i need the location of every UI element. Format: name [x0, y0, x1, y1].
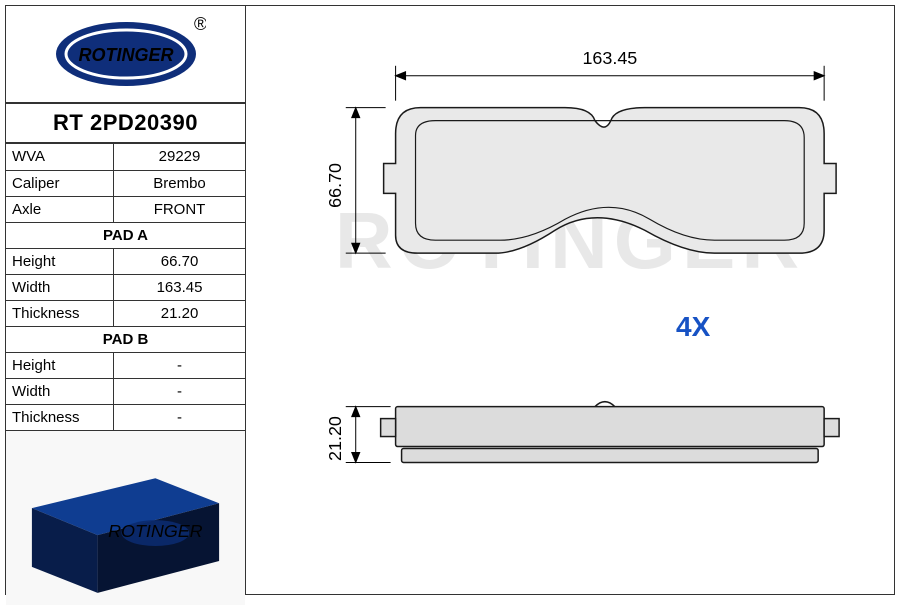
spec-value: -: [114, 404, 245, 430]
section-header: PAD A: [6, 222, 245, 248]
spec-value: 66.70: [114, 248, 245, 274]
spec-label: Height: [6, 352, 114, 378]
outer-frame: ROTINGER ® RT 2PD20390 WVA 29229 Caliper…: [5, 5, 895, 595]
dim-height: 66.70: [325, 163, 345, 208]
table-row: Width 163.45: [6, 274, 245, 300]
spec-label: Thickness: [6, 404, 114, 430]
spec-value: FRONT: [114, 196, 245, 222]
table-row: Caliper Brembo: [6, 170, 245, 196]
spec-value: 21.20: [114, 300, 245, 326]
spec-label: Height: [6, 248, 114, 274]
table-row: Height 66.70: [6, 248, 245, 274]
spec-table: WVA 29229 Caliper Brembo Axle FRONT PAD …: [6, 144, 245, 431]
spec-value: Brembo: [114, 170, 245, 196]
spec-value: -: [114, 352, 245, 378]
spec-label: Axle: [6, 196, 114, 222]
part-number: RT 2PD20390: [6, 102, 245, 144]
spec-label: Thickness: [6, 300, 114, 326]
spec-panel: ROTINGER ® RT 2PD20390 WVA 29229 Caliper…: [6, 6, 246, 594]
product-box-image: ROTINGER: [6, 431, 245, 605]
section-header: PAD B: [6, 326, 245, 352]
diagram-panel: ROTINGER: [246, 6, 894, 594]
table-row: Height -: [6, 352, 245, 378]
dim-thickness: 21.20: [325, 416, 345, 461]
brand-logo: ROTINGER ®: [6, 6, 245, 102]
spec-value: 163.45: [114, 274, 245, 300]
table-row: Thickness -: [6, 404, 245, 430]
spec-label: WVA: [6, 144, 114, 170]
spec-value: 29229: [114, 144, 245, 170]
table-row: WVA 29229: [6, 144, 245, 170]
spec-label: Width: [6, 274, 114, 300]
quantity-badge: 4X: [676, 311, 710, 343]
svg-text:ROTINGER: ROTINGER: [78, 45, 173, 65]
svg-text:®: ®: [194, 14, 206, 34]
table-row: Axle FRONT: [6, 196, 245, 222]
spec-value: -: [114, 378, 245, 404]
technical-drawing: 163.45 66.70 21.20: [246, 6, 894, 594]
table-row: Thickness 21.20: [6, 300, 245, 326]
dim-width: 163.45: [582, 48, 637, 68]
svg-text:ROTINGER: ROTINGER: [108, 521, 203, 541]
table-row: Width -: [6, 378, 245, 404]
spec-label: Caliper: [6, 170, 114, 196]
spec-label: Width: [6, 378, 114, 404]
